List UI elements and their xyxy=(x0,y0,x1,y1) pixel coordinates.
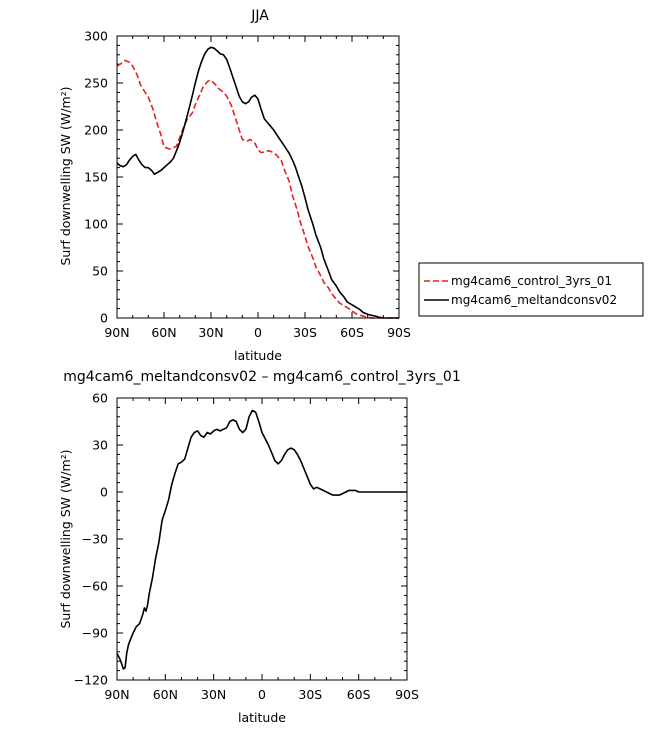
bot-x-tick-label: 60S xyxy=(347,687,371,702)
top-x-tick-labels: 90N 60N 30N 0 30S 60S 90S xyxy=(104,325,411,340)
bottom-y-axis-label: Surf downwelling SW (W/m²) xyxy=(58,449,73,628)
legend: mg4cam6_control_3yrs_01 mg4cam6_meltandc… xyxy=(418,262,644,317)
bottom-x-axis-label: latitude xyxy=(238,710,286,725)
bot-x-tick-label: 30N xyxy=(201,687,226,702)
top-x-tick-label: 90S xyxy=(387,325,411,340)
legend-label-meltandconsv02: mg4cam6_meltandconsv02 xyxy=(451,293,617,307)
bot-y-tick-label: 30 xyxy=(92,438,108,453)
bot-y-tick-label: −90 xyxy=(82,626,108,641)
top-x-tick-label: 30S xyxy=(293,325,317,340)
top-plot-frame xyxy=(116,35,400,319)
bot-series-line-0 xyxy=(116,409,407,670)
top-x-tick-label: 0 xyxy=(254,325,262,340)
bot-x-tick-label: 90N xyxy=(104,687,129,702)
top-y-tick-label: 150 xyxy=(84,170,108,185)
bot-x-tick-label: 90S xyxy=(395,687,419,702)
bot-x-tick-label: 60N xyxy=(153,687,178,702)
top-y-tick-label: 200 xyxy=(84,123,108,138)
top-series-line-1 xyxy=(116,46,399,319)
legend-label-control: mg4cam6_control_3yrs_01 xyxy=(451,274,612,288)
top-y-tick-label: 100 xyxy=(84,217,108,232)
top-chart-title: JJA xyxy=(250,8,269,24)
top-chart: JJA 90N 60N 30N 0 30S 60S 90S 0 50 100 150 200 250 3… xyxy=(58,8,644,363)
top-y-tick-label: 300 xyxy=(84,29,108,44)
bottom-x-tick-labels: 90N 60N 30N 0 30S 60S 90S xyxy=(104,687,419,702)
bot-x-tick-label: 0 xyxy=(258,687,266,702)
top-x-tick-label: 60N xyxy=(151,325,176,340)
bottom-axis-ticks xyxy=(116,397,408,681)
top-y-tick-label: 50 xyxy=(92,264,108,279)
legend-box xyxy=(418,262,644,317)
bot-y-tick-label: 0 xyxy=(100,485,108,500)
bot-y-tick-label: −30 xyxy=(82,532,108,547)
bot-y-tick-label: 60 xyxy=(92,391,108,406)
top-y-axis-label: Surf downwelling SW (W/m²) xyxy=(58,86,73,265)
top-y-tick-label: 0 xyxy=(100,311,108,326)
top-series-lines xyxy=(116,46,399,319)
top-x-tick-label: 90N xyxy=(104,325,129,340)
bot-x-tick-label: 30S xyxy=(298,687,322,702)
top-axis-ticks xyxy=(116,35,400,319)
bottom-series-lines xyxy=(116,409,407,670)
bot-y-tick-label: −120 xyxy=(74,673,108,688)
bottom-chart: mg4cam6_meltandconsv02 – mg4cam6_control… xyxy=(58,369,461,725)
top-y-tick-label: 250 xyxy=(84,76,108,91)
bottom-chart-title: mg4cam6_meltandconsv02 – mg4cam6_control… xyxy=(63,369,461,385)
top-x-tick-label: 30N xyxy=(198,325,223,340)
bottom-y-tick-labels: −120 −90 −60 −30 0 30 60 xyxy=(74,391,108,688)
top-x-axis-label: latitude xyxy=(234,348,282,363)
bottom-plot-frame xyxy=(116,397,408,681)
bot-y-tick-label: −60 xyxy=(82,579,108,594)
top-y-tick-labels: 0 50 100 150 200 250 300 xyxy=(84,29,108,326)
top-x-tick-label: 60S xyxy=(340,325,364,340)
